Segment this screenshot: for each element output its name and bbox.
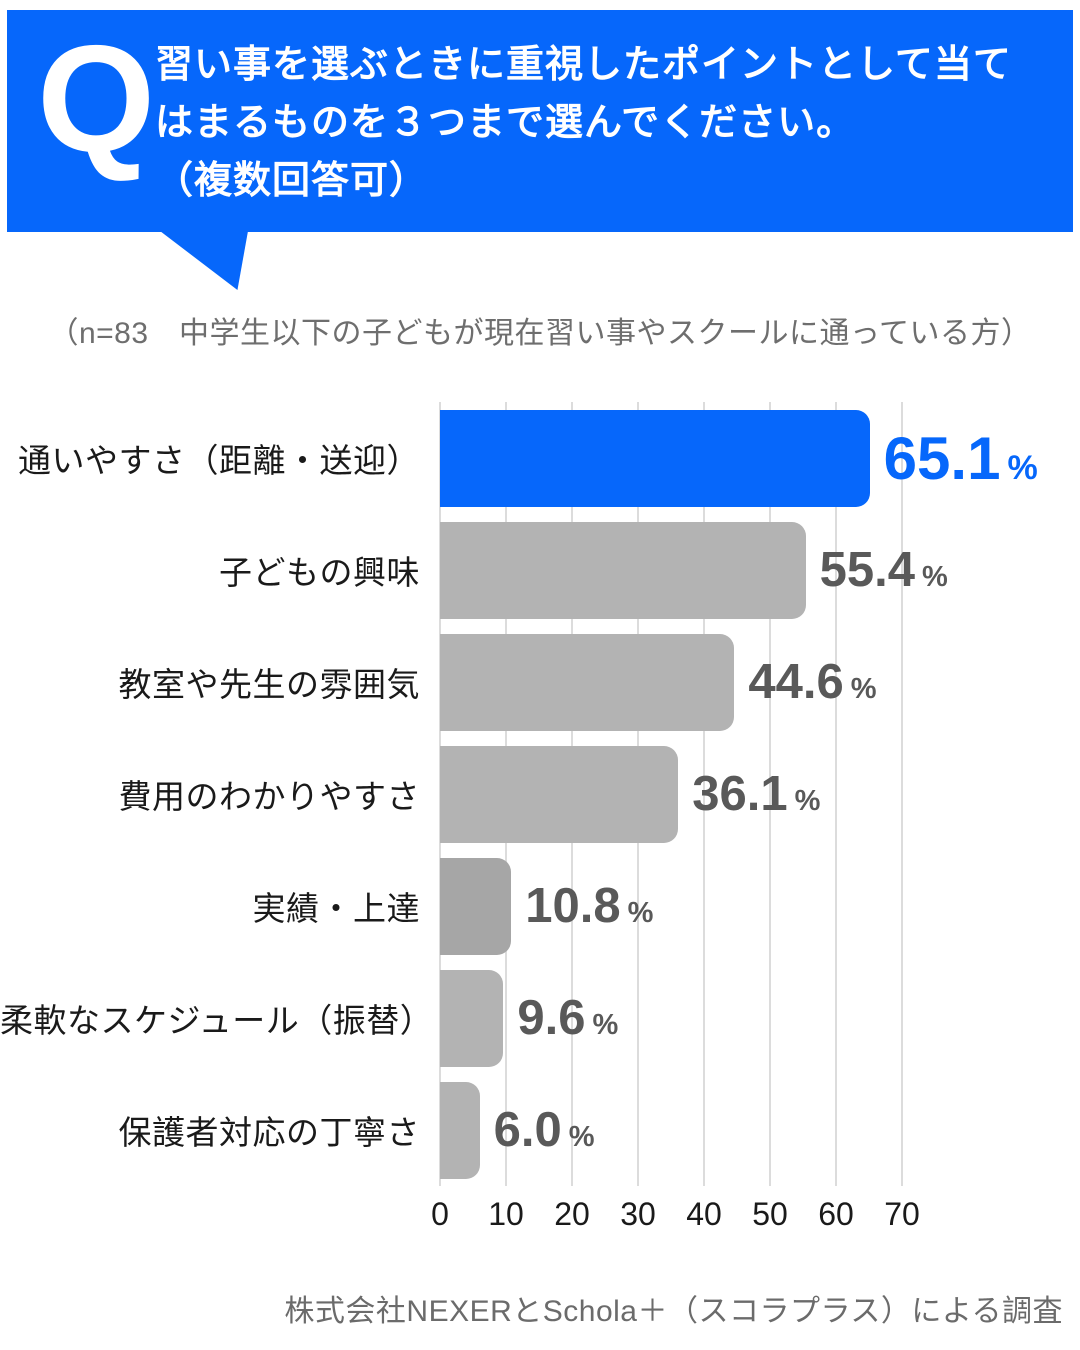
value-number: 55.4 bbox=[819, 543, 915, 597]
value-label: 55.4% bbox=[820, 542, 948, 598]
category-label: 柔軟なスケジュール（振替） bbox=[0, 1002, 434, 1039]
question-line-2: はまるものを３つまで選んでください。 bbox=[155, 102, 856, 144]
chart-row: 子どもの興味 55.4% bbox=[0, 514, 1080, 626]
category-label: 通いやすさ（距離・送迎） bbox=[18, 442, 420, 479]
value-number: 65.1 bbox=[883, 424, 1001, 492]
category-label: 実績・上達 bbox=[252, 890, 420, 927]
bar-track: 10.8% bbox=[440, 850, 1080, 962]
bar-track: 65.1% bbox=[440, 402, 1080, 514]
value-label: 9.6% bbox=[517, 990, 618, 1046]
value-label: 65.1% bbox=[884, 424, 1038, 493]
category-label: 子どもの興味 bbox=[219, 554, 420, 591]
bar bbox=[440, 969, 504, 1067]
gridline-50 bbox=[769, 402, 771, 1186]
chart-row: 費用のわかりやすさ 36.1% bbox=[0, 738, 1080, 850]
bar bbox=[440, 857, 512, 955]
gridline-60 bbox=[835, 402, 837, 1186]
percent-sign: % bbox=[922, 561, 948, 593]
category-label: 教室や先生の雰囲気 bbox=[118, 666, 420, 703]
x-axis-tick-label: 0 bbox=[431, 1196, 449, 1232]
x-axis-tick-label: 70 bbox=[884, 1196, 920, 1232]
value-label: 6.0% bbox=[494, 1102, 595, 1158]
bar-track: 6.0% bbox=[440, 1074, 1080, 1186]
bar bbox=[440, 633, 735, 731]
question-line-3: （複数回答可） bbox=[155, 160, 429, 202]
chart-row: 保護者対応の丁寧さ 6.0% bbox=[0, 1074, 1080, 1186]
chart-rows: 通いやすさ（距離・送迎） 65.1% 子どもの興味 55.4% 教室や先生の雰囲気 44.… bbox=[0, 402, 1080, 1186]
percent-sign: % bbox=[592, 1009, 619, 1041]
category-label: 費用のわかりやすさ bbox=[118, 778, 420, 815]
value-label: 36.1% bbox=[692, 766, 820, 822]
value-number: 10.8 bbox=[525, 879, 621, 933]
bar-track: 36.1% bbox=[440, 738, 1080, 850]
gridline-40 bbox=[703, 402, 705, 1186]
value-label: 44.6% bbox=[748, 654, 876, 710]
chart-row: 柔軟なスケジュール（振替） 9.6% bbox=[0, 962, 1080, 1074]
chart-row: 教室や先生の雰囲気 44.6% bbox=[0, 626, 1080, 738]
value-number: 36.1 bbox=[692, 767, 788, 821]
percent-sign: % bbox=[627, 897, 654, 929]
bar-chart: 通いやすさ（距離・送迎） 65.1% 子どもの興味 55.4% 教室や先生の雰囲気 44.… bbox=[0, 402, 1080, 1186]
bar bbox=[440, 409, 870, 507]
bar-track: 55.4% bbox=[440, 514, 1080, 626]
percent-sign: % bbox=[850, 673, 877, 705]
percent-sign: % bbox=[794, 785, 821, 817]
category-label: 保護者対応の丁寧さ bbox=[118, 1114, 420, 1151]
bar-track: 9.6% bbox=[440, 962, 1080, 1074]
value-number: 6.0 bbox=[493, 1103, 562, 1157]
x-axis-tick-label: 30 bbox=[620, 1196, 656, 1232]
source-credit: 株式会社NEXERとSchola＋（スコラプラス）による調査 bbox=[284, 1295, 1063, 1328]
question-line-1: 習い事を選ぶときに重視したポイントとして当て bbox=[155, 44, 1012, 86]
bar bbox=[440, 1081, 480, 1179]
question-bubble: Q 習い事を選ぶときに重視したポイントとして当て はまるものを３つまで選んでくだ… bbox=[7, 10, 1073, 290]
bar bbox=[440, 745, 679, 843]
value-number: 44.6 bbox=[748, 655, 844, 709]
speech-bubble-tail bbox=[160, 231, 248, 290]
x-axis: 0 10 20 30 40 50 60 70 bbox=[0, 1196, 1080, 1242]
question-text: 習い事を選ぶときに重視したポイントとして当て はまるものを３つまで選んでください… bbox=[155, 10, 1073, 210]
value-label: 10.8% bbox=[525, 878, 653, 934]
x-axis-tick-label: 50 bbox=[752, 1196, 788, 1232]
x-axis-tick-label: 60 bbox=[818, 1196, 854, 1232]
x-axis-tick-label: 20 bbox=[554, 1196, 590, 1232]
bar-track: 44.6% bbox=[440, 626, 1080, 738]
percent-sign: % bbox=[568, 1121, 595, 1153]
value-number: 9.6 bbox=[517, 991, 586, 1045]
chart-row: 実績・上達 10.8% bbox=[0, 850, 1080, 962]
percent-sign: % bbox=[1007, 448, 1038, 487]
bar bbox=[440, 521, 806, 619]
chart-row: 通いやすさ（距離・送迎） 65.1% bbox=[0, 402, 1080, 514]
x-axis-tick-label: 40 bbox=[686, 1196, 722, 1232]
sample-note: （n=83 中学生以下の子どもが現在習い事やスクールに通っている方） bbox=[48, 317, 1032, 350]
x-axis-tick-label: 10 bbox=[488, 1196, 524, 1232]
q-mark: Q bbox=[37, 14, 156, 184]
gridline-70 bbox=[901, 402, 903, 1186]
